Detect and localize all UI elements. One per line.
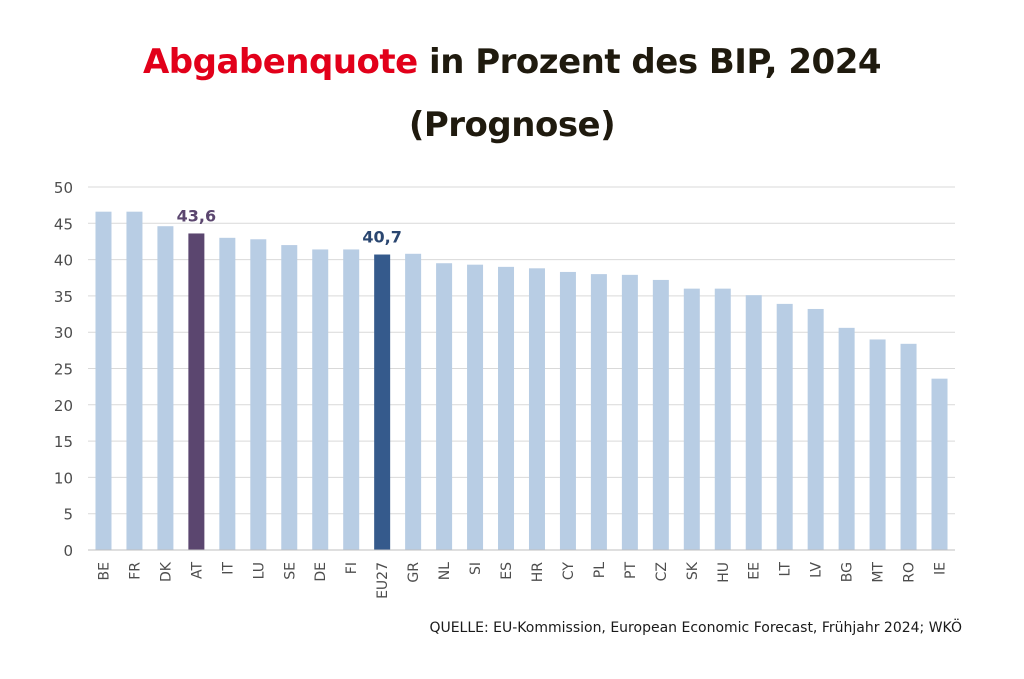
y-tick-label: 50 [54, 179, 73, 197]
y-tick-label: 10 [54, 469, 73, 487]
bar-nl [436, 263, 453, 550]
x-tick-label: PT [623, 562, 639, 579]
bar-hu [714, 288, 731, 550]
x-tick-label: NL [437, 562, 453, 580]
bar-es [498, 266, 515, 550]
chart-title-rest: in Prozent des BIP, 2024 [417, 42, 882, 82]
data-label-eu27: 40,7 [362, 228, 401, 247]
bar-dk [157, 226, 174, 551]
chart-title-accent: Abgabenquote [142, 42, 418, 82]
bar-fr [126, 211, 143, 550]
x-tick-label: CY [561, 562, 577, 581]
bar-mt [869, 339, 886, 550]
x-tick-label: FI [344, 562, 360, 574]
bar-si [467, 264, 484, 550]
x-tick-label: IT [220, 562, 236, 575]
data-label-at: 43,6 [177, 206, 216, 225]
bar-lv [807, 308, 824, 550]
bar-pl [590, 274, 607, 550]
x-tick-label: RO [902, 562, 918, 583]
bar-hr [528, 268, 545, 550]
x-tick-label: DE [313, 562, 329, 582]
x-tick-label: ES [499, 562, 515, 580]
y-tick-label: 45 [54, 215, 73, 233]
bar-fi [343, 249, 360, 550]
y-tick-label: 15 [54, 433, 73, 451]
bar-se [281, 245, 298, 550]
bar-it [219, 237, 236, 550]
x-tick-label: PL [592, 562, 608, 578]
y-tick-label: 40 [54, 252, 73, 270]
x-tick-label: GR [406, 562, 422, 583]
bar-gr [405, 253, 422, 551]
bar-cz [652, 279, 669, 550]
x-tick-label: FR [127, 562, 143, 580]
x-tick-label: MT [871, 562, 887, 583]
bar-bg [838, 327, 855, 550]
x-tick-label: LT [778, 562, 794, 577]
x-tick-label: BG [840, 562, 856, 582]
y-tick-label: 30 [54, 324, 73, 342]
bar-ie [931, 378, 948, 550]
bar-de [312, 249, 329, 550]
bar-cy [559, 271, 576, 550]
bar-lu [250, 239, 267, 550]
x-tick-label: EE [747, 562, 763, 580]
y-tick-label: 35 [54, 288, 73, 306]
x-tick-label: AT [189, 562, 205, 579]
chart-subtitle: (Prognose) [408, 105, 616, 145]
bar-be [95, 211, 112, 550]
bar-at [188, 233, 205, 551]
x-tick-label: EU27 [375, 562, 391, 599]
bar-ro [900, 343, 917, 550]
x-tick-label: DK [158, 561, 174, 582]
y-tick-label: 20 [54, 397, 73, 415]
bar-pt [621, 274, 638, 550]
y-tick-label: 5 [63, 506, 73, 524]
x-tick-label: CZ [654, 562, 670, 581]
x-tick-label: SK [685, 561, 701, 580]
x-tick-label: HR [530, 562, 546, 583]
x-tick-label: BE [96, 562, 112, 580]
x-tick-label: HU [716, 562, 732, 583]
y-tick-label: 25 [54, 361, 73, 379]
bar-eu27 [374, 254, 391, 550]
x-tick-label: IE [933, 562, 949, 575]
chart-title: Abgabenquote in Prozent des BIP, 2024 [0, 42, 1024, 82]
bar-lt [776, 303, 793, 550]
x-tick-label: LU [251, 562, 267, 579]
bar-sk [683, 288, 700, 550]
x-tick-label: SI [468, 562, 484, 575]
bar-ee [745, 295, 762, 550]
source-note: QUELLE: EU-Kommission, European Economic… [429, 620, 962, 636]
x-tick-label: SE [282, 562, 298, 580]
x-tick-label: LV [809, 562, 825, 578]
y-tick-label: 0 [63, 542, 73, 560]
